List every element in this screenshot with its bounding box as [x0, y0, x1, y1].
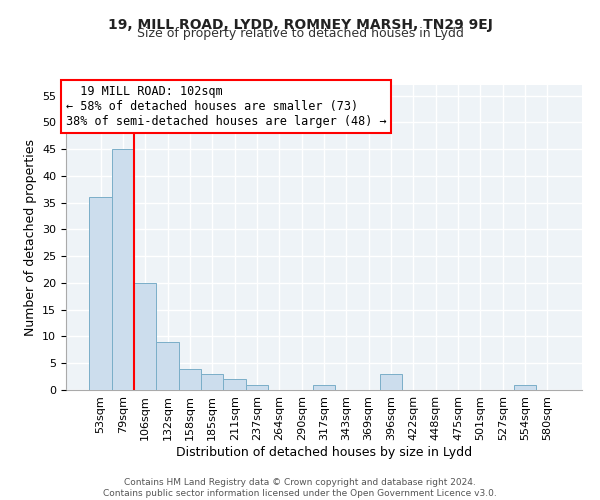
Bar [246, 384, 268, 390]
Bar [157, 342, 179, 390]
Text: Size of property relative to detached houses in Lydd: Size of property relative to detached ho… [137, 28, 463, 40]
Bar [134, 283, 157, 390]
X-axis label: Distribution of detached houses by size in Lydd: Distribution of detached houses by size … [176, 446, 472, 458]
Bar [201, 374, 223, 390]
Bar [223, 380, 246, 390]
Text: 19, MILL ROAD, LYDD, ROMNEY MARSH, TN29 9EJ: 19, MILL ROAD, LYDD, ROMNEY MARSH, TN29 … [107, 18, 493, 32]
Bar [514, 384, 536, 390]
Text: 19 MILL ROAD: 102sqm  
← 58% of detached houses are smaller (73)
38% of semi-det: 19 MILL ROAD: 102sqm ← 58% of detached h… [66, 85, 386, 128]
Bar [179, 368, 201, 390]
Bar [112, 149, 134, 390]
Bar [313, 384, 335, 390]
Text: Contains HM Land Registry data © Crown copyright and database right 2024.
Contai: Contains HM Land Registry data © Crown c… [103, 478, 497, 498]
Y-axis label: Number of detached properties: Number of detached properties [23, 139, 37, 336]
Bar [89, 198, 112, 390]
Bar [380, 374, 402, 390]
